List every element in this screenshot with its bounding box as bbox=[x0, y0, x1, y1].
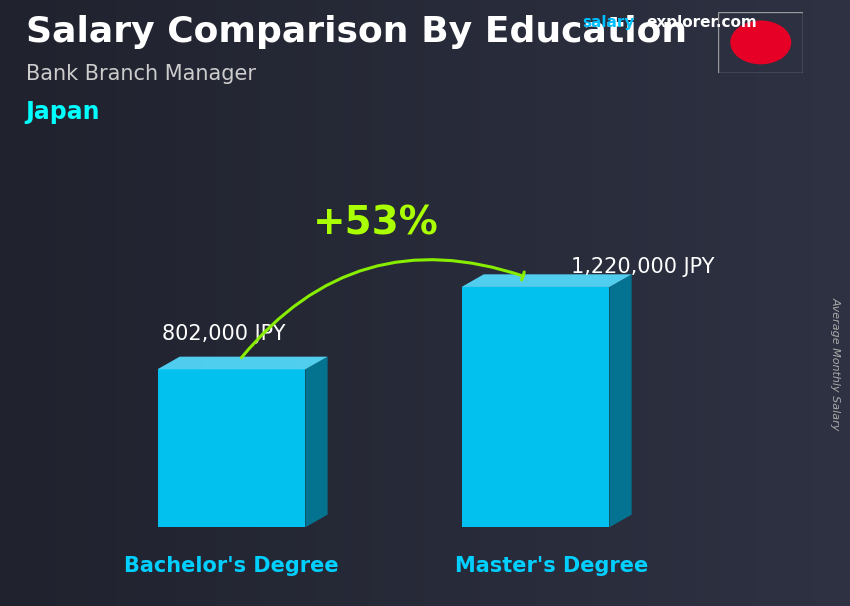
Text: Master's Degree: Master's Degree bbox=[456, 556, 649, 576]
Text: Bank Branch Manager: Bank Branch Manager bbox=[26, 64, 256, 84]
Text: Average Monthly Salary: Average Monthly Salary bbox=[830, 297, 841, 430]
Polygon shape bbox=[157, 369, 305, 527]
Polygon shape bbox=[462, 287, 609, 527]
Polygon shape bbox=[609, 275, 632, 527]
Circle shape bbox=[731, 21, 790, 64]
Text: 802,000 JPY: 802,000 JPY bbox=[162, 324, 285, 344]
Text: +53%: +53% bbox=[313, 205, 438, 243]
Text: Salary Comparison By Education: Salary Comparison By Education bbox=[26, 15, 687, 49]
Text: Japan: Japan bbox=[26, 100, 100, 124]
Polygon shape bbox=[462, 275, 632, 287]
Polygon shape bbox=[157, 357, 327, 369]
Text: 1,220,000 JPY: 1,220,000 JPY bbox=[570, 258, 714, 278]
Text: salary: salary bbox=[582, 15, 635, 30]
Text: Bachelor's Degree: Bachelor's Degree bbox=[124, 556, 339, 576]
Polygon shape bbox=[305, 357, 327, 527]
Text: explorer.com: explorer.com bbox=[646, 15, 756, 30]
